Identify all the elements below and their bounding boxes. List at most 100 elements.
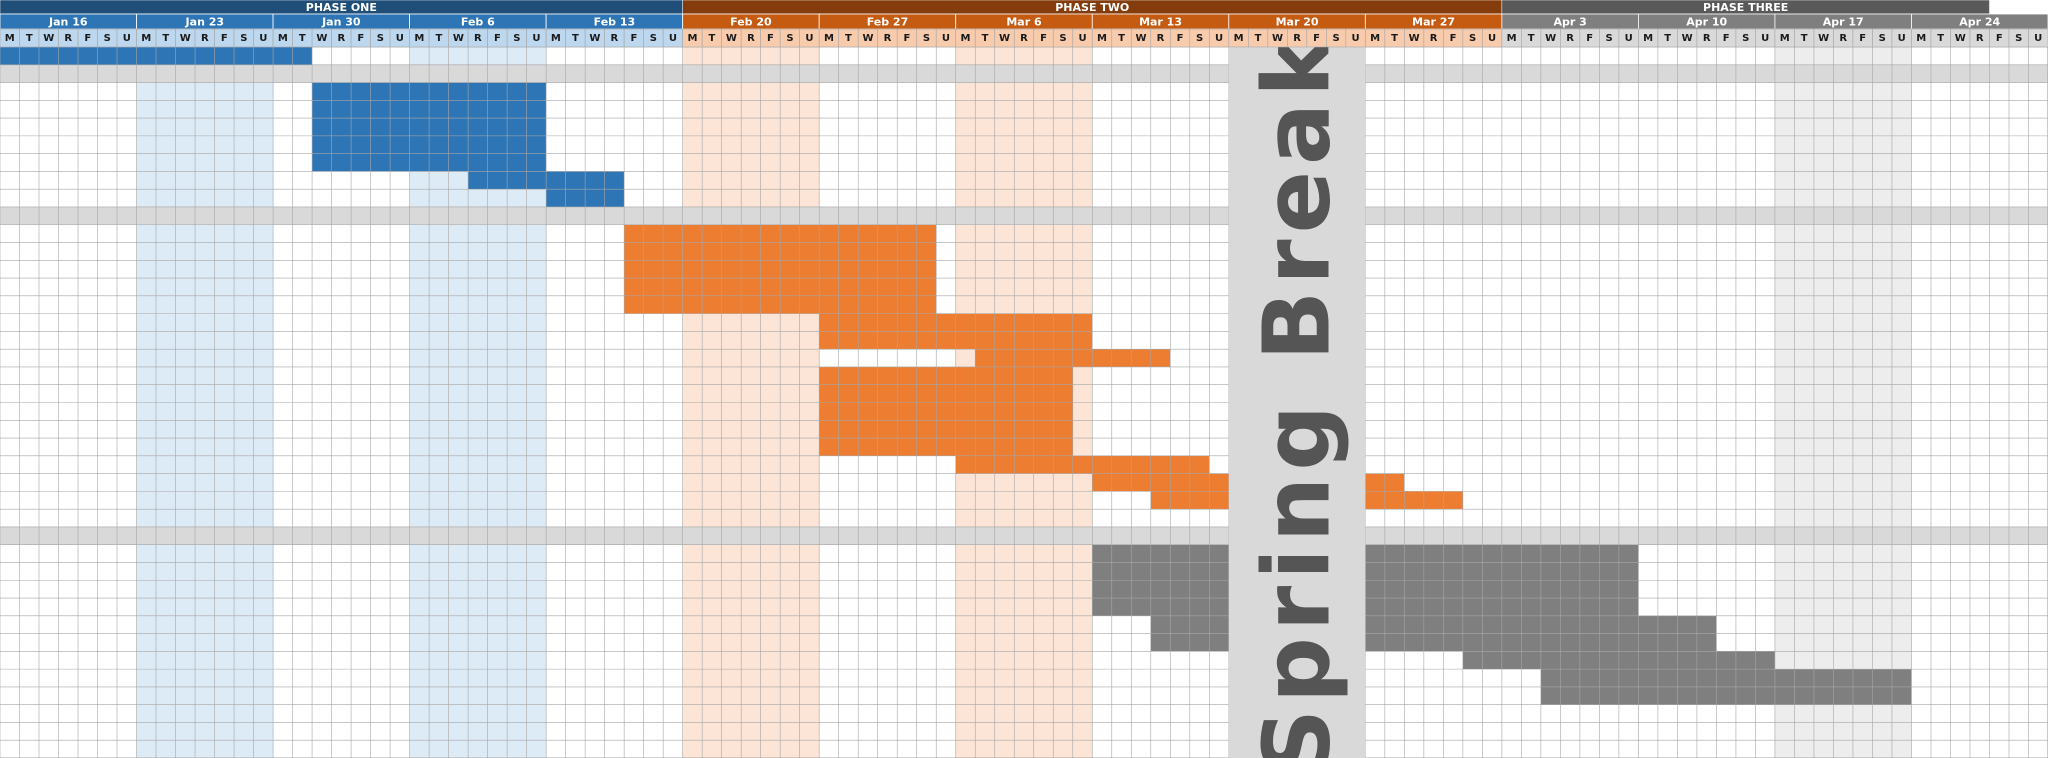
day-letter: S [377,33,384,44]
day-letter: M [141,33,151,44]
day-letter: W [1136,33,1147,44]
task-bar [819,438,1073,456]
day-letter: M [414,33,424,44]
day-letter: S [1606,33,1613,44]
day-letter: T [1118,33,1125,44]
task-bar [1092,580,1229,599]
day-letter: T [1801,33,1808,44]
day-letter: S [513,33,520,44]
phase-label: PHASE ONE [306,1,377,14]
day-letter: M [1643,33,1653,44]
day-letter: T [572,33,579,44]
separator-row [0,206,2048,225]
day-letter: S [1742,33,1749,44]
week-label: Mar 20 [1276,16,1319,29]
day-letter: R [1566,33,1574,44]
day-letter: T [709,33,716,44]
task-bar [1092,473,1229,492]
day-letter: S [1469,33,1476,44]
separator-row [0,64,2048,83]
day-letter: M [278,33,288,44]
day-letter: U [1215,33,1223,44]
day-letter: T [845,33,852,44]
day-letter: F [1040,33,1047,44]
day-letter: T [1664,33,1671,44]
day-letter: W [1818,33,1829,44]
week-label: Mar 27 [1412,16,1455,29]
day-letter: M [1234,33,1244,44]
week-label: Mar 6 [1006,16,1042,29]
week-label: Apr 17 [1823,16,1864,29]
day-letter: S [1059,33,1066,44]
day-letter: S [1196,33,1203,44]
day-letter: U [1352,33,1360,44]
day-letter: W [1409,33,1420,44]
day-letter: T [26,33,33,44]
day-letter: M [551,33,561,44]
day-letter: U [669,33,677,44]
day-letter: R [474,33,482,44]
day-letter: U [1761,33,1769,44]
week-label: Feb 6 [461,16,495,29]
day-letter: R [1430,33,1438,44]
day-letter: M [1507,33,1517,44]
day-letter: U [1898,33,1906,44]
day-letter: F [1177,33,1184,44]
spring-break-background [1228,47,1366,758]
day-letter: W [1955,33,1966,44]
spring-break-block: Spring Break [1228,30,1366,758]
task-bar [819,384,1073,403]
day-letter: U [1488,33,1496,44]
day-letter: W [726,33,737,44]
day-letter: S [1332,33,1339,44]
task-bar [819,420,1073,439]
day-letter: W [453,33,464,44]
day-letter: U [1625,33,1633,44]
week-label: Feb 13 [594,16,636,29]
day-letter: T [1255,33,1262,44]
week-label: Apr 3 [1553,16,1586,29]
day-letter: T [1391,33,1398,44]
day-letter: F [1313,33,1320,44]
task-bar [1092,544,1229,563]
day-letter: W [999,33,1010,44]
separator-row [0,526,2048,545]
week-label: Mar 13 [1139,16,1182,29]
day-letter: T [1937,33,1944,44]
day-letter: S [2015,33,2022,44]
day-letter: F [84,33,91,44]
day-letter: S [786,33,793,44]
task-bar [1540,686,1912,705]
day-letter: R [64,33,72,44]
day-letter: M [824,33,834,44]
day-letter: R [747,33,755,44]
week-label: Feb 27 [867,16,909,29]
day-letter: M [1097,33,1107,44]
grid-lines [0,46,2048,758]
day-letter: W [1682,33,1693,44]
day-letter: F [1859,33,1866,44]
day-letter: W [43,33,54,44]
day-letter: R [201,33,209,44]
day-letter: F [767,33,774,44]
day-letter: S [104,33,111,44]
day-letter: R [611,33,619,44]
week-label: Feb 20 [730,16,772,29]
day-letter: R [1976,33,1984,44]
day-letter: W [862,33,873,44]
day-letter: F [494,33,501,44]
day-header-cell [2028,28,2048,48]
week-label: Jan 23 [185,16,224,29]
spring-break-label: Spring Break [1244,30,1351,758]
day-letter: U [123,33,131,44]
task-bar [819,402,1073,421]
day-letter: M [1370,33,1380,44]
day-letter: W [589,33,600,44]
day-letter: F [221,33,228,44]
day-letter: R [1020,33,1028,44]
day-letter: F [357,33,364,44]
day-letter: R [1703,33,1711,44]
day-letter: W [180,33,191,44]
task-bar [1092,598,1229,616]
day-letter: R [884,33,892,44]
